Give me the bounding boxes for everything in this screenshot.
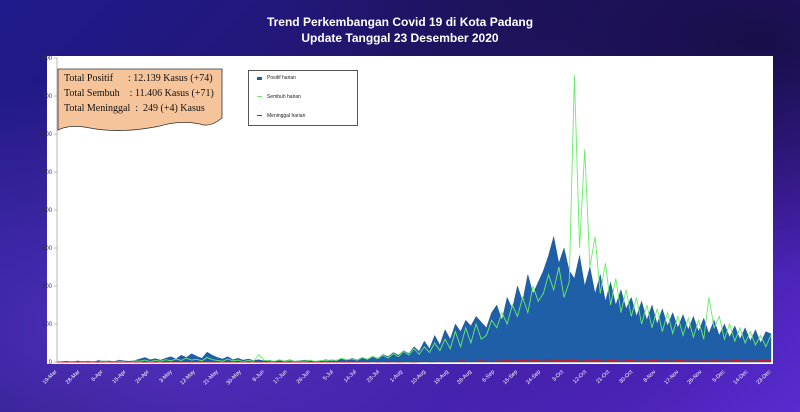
x-tick-label: 14-Jul — [343, 369, 358, 384]
series-positif-area — [56, 236, 772, 363]
legend: Positif harian Sembuh harian Meninggal h… — [248, 70, 358, 126]
x-tick-label: 6-Apr — [91, 369, 105, 383]
x-tick-label: 28-Mar — [65, 369, 82, 386]
x-tick-label: 10-Aug — [410, 369, 427, 386]
summary-meninggal: Total Meninggal : 249 (+4) Kasus — [64, 103, 205, 114]
x-tick-label: 26-Jun — [296, 369, 312, 385]
y-tick-label: 100 — [42, 322, 53, 328]
x-tick-label: 28-Aug — [456, 369, 473, 386]
x-tick-label: 17-Nov — [664, 369, 681, 386]
y-tick-label: 500 — [42, 170, 53, 176]
y-tick-label: 200 — [42, 284, 53, 290]
legend-swatch-sembuh — [257, 96, 262, 97]
x-tick-label: 14-Dec — [733, 369, 750, 386]
series-meninggal-line — [57, 359, 772, 363]
x-tick-label: 5-Jul — [322, 369, 335, 382]
legend-label-sembuh: Sembuh harian — [267, 94, 301, 100]
x-tick-label: 5-Dec — [712, 369, 727, 384]
x-tick-label: 19-Aug — [433, 369, 450, 386]
legend-swatch-meninggal — [257, 115, 262, 116]
x-tick-label: 21-Oct — [595, 369, 611, 385]
chart-subtitle: Update Tanggal 23 Desember 2020 — [301, 31, 499, 45]
summary-sembuh: Total Sembuh : 11.406 Kasus (+71) — [64, 88, 214, 99]
x-tick-label: 24-Sep — [525, 369, 542, 386]
x-tick-label: 17-Jun — [273, 369, 289, 385]
x-tick-label: 3-May — [159, 369, 174, 384]
legend-label-meninggal: Meninggal harian — [267, 113, 306, 119]
x-tick-label: 12-Oct — [572, 369, 588, 385]
x-tick-label: 12-May — [179, 369, 196, 386]
y-tick-label: 0 — [49, 360, 53, 366]
x-tick-label: 6-Sep — [481, 369, 496, 384]
x-tick-label: 23-Dec — [756, 369, 773, 386]
x-tick-label: 8-Jun — [252, 369, 266, 383]
series-sembuh-line — [57, 75, 772, 363]
x-tick-label: 30-May — [225, 369, 242, 386]
x-tick-label: 1-Aug — [389, 369, 404, 384]
x-tick-label: 15-Apr — [112, 369, 128, 385]
x-tick-label: 24-Apr — [135, 369, 151, 385]
x-tick-label: 26-Nov — [687, 369, 704, 386]
y-tick-label: 800 — [42, 56, 53, 62]
y-tick-label: 400 — [42, 208, 53, 214]
x-tick-label: 15-Sep — [502, 369, 519, 386]
legend-swatch-positif — [257, 77, 262, 80]
chart-title: Trend Perkembangan Covid 19 di Kota Pada… — [266, 15, 534, 29]
summary-positif: Total Positif : 12.139 Kasus (+74) — [64, 73, 213, 84]
x-tick-label: 30-Oct — [618, 369, 634, 385]
x-tick-label: 8-Nov — [643, 369, 658, 384]
x-tick-label: 21-May — [202, 369, 219, 386]
x-tick-label: 3-Oct — [551, 369, 565, 383]
x-tick-label: 19-Mar — [42, 369, 59, 386]
x-tick-label: 23-Jul — [366, 369, 381, 384]
legend-label-positif: Positif harian — [267, 75, 296, 81]
y-tick-label: 600 — [42, 132, 53, 138]
y-tick-label: 700 — [42, 94, 53, 100]
y-tick-label: 300 — [42, 246, 53, 252]
